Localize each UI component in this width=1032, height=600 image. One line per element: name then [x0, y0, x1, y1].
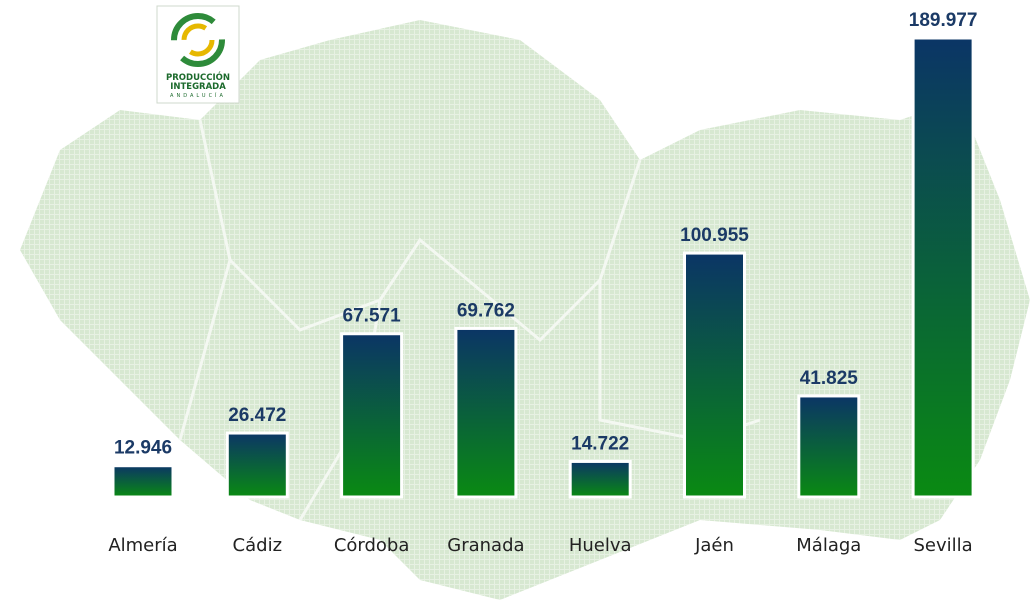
category-label: Almería	[108, 535, 177, 556]
category-label: Sevilla	[914, 535, 973, 556]
logo-text: PRODUCCIÓN	[166, 71, 230, 83]
logo-text: ANDALUCÍA	[170, 92, 226, 99]
value-label: 41.825	[800, 368, 859, 389]
category-label: Córdoba	[334, 535, 410, 556]
logo-text: INTEGRADA	[170, 82, 226, 92]
category-label: Cádiz	[233, 535, 282, 556]
category-label: Jaén	[694, 535, 734, 556]
bar	[111, 464, 175, 499]
category-label: Huelva	[569, 535, 632, 556]
value-label: 12.946	[114, 438, 172, 459]
bar	[454, 326, 518, 499]
value-label: 189.977	[909, 10, 978, 31]
category-label: Málaga	[796, 535, 861, 556]
bar	[225, 431, 289, 499]
category-label: Granada	[447, 535, 524, 556]
bar	[797, 394, 861, 499]
bar	[683, 251, 746, 499]
value-label: 100.955	[680, 225, 749, 246]
value-label: 14.722	[571, 433, 629, 454]
bar	[568, 459, 632, 499]
logo-frame	[156, 5, 240, 104]
value-label: 26.472	[228, 405, 286, 426]
logo-ring	[171, 13, 225, 67]
map-borders	[178, 119, 761, 521]
value-label: 67.571	[343, 306, 402, 327]
value-label: 69.762	[457, 300, 515, 321]
logo-ring-inner	[181, 23, 215, 57]
map-background	[20, 20, 1030, 600]
bar	[911, 36, 975, 499]
logo: PRODUCCIÓN INTEGRADA ANDALUCÍA	[156, 5, 240, 104]
bar	[340, 332, 404, 499]
